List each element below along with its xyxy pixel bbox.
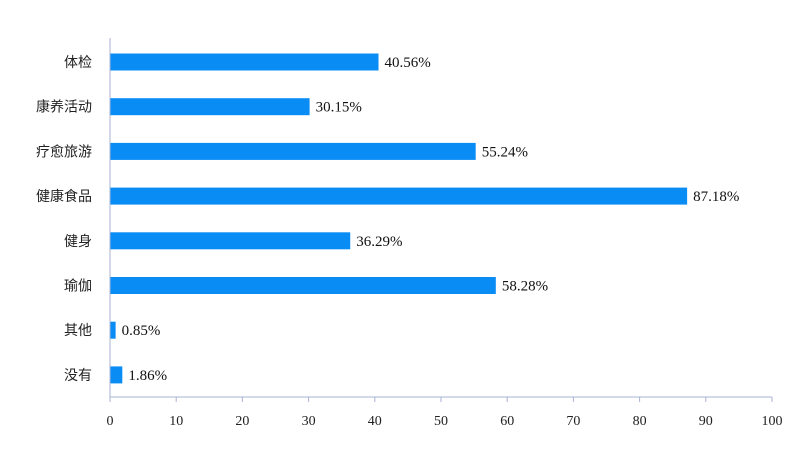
category-label-2: 疗愈旅游	[36, 144, 92, 160]
bar-0	[110, 53, 379, 71]
x-tick-label-6: 60	[500, 414, 514, 429]
x-tick-label-9: 90	[699, 414, 713, 429]
category-label-1: 康养活动	[36, 99, 92, 116]
x-tick-label-2: 20	[235, 414, 249, 429]
axes: 0 10 20 30 40 50 60 70 80 90 100	[107, 38, 783, 429]
bar-2	[110, 142, 476, 160]
value-labels: 40.56% 30.15% 55.24% 87.18% 36.29% 58.28% 0.85…	[122, 55, 740, 384]
category-label-7: 没有	[64, 368, 92, 384]
x-tick-label-5: 50	[434, 414, 448, 429]
value-label-2: 55.24%	[482, 144, 528, 160]
x-tick-label-8: 80	[633, 414, 647, 429]
x-tick-label-10: 100	[762, 414, 783, 429]
bar-5	[110, 277, 496, 294]
value-label-3: 87.18%	[693, 189, 739, 205]
x-tick-label-1: 10	[169, 414, 183, 429]
category-label-3: 健康食品	[36, 188, 92, 205]
x-tick-label-7: 70	[566, 414, 580, 429]
bar-4	[110, 232, 351, 250]
value-label-6: 0.85%	[122, 323, 161, 339]
value-label-7: 1.86%	[128, 368, 167, 384]
bars-layer	[110, 53, 688, 384]
x-tick-label-0: 0	[107, 414, 114, 429]
value-label-5: 58.28%	[502, 279, 548, 295]
value-label-1: 30.15%	[316, 100, 362, 116]
value-label-4: 36.29%	[356, 234, 402, 250]
bar-6	[110, 321, 116, 339]
bar-3	[110, 187, 688, 205]
bar-1	[110, 98, 310, 116]
x-tick-label-3: 30	[302, 414, 316, 429]
value-label-0: 40.56%	[385, 55, 431, 71]
bar-7	[110, 366, 123, 384]
category-label-6: 其他	[64, 323, 92, 339]
category-label-5: 瑜伽	[64, 279, 92, 295]
category-label-0: 体检	[64, 55, 92, 71]
x-tick-label-4: 40	[368, 414, 382, 429]
category-label-4: 健身	[64, 234, 92, 250]
